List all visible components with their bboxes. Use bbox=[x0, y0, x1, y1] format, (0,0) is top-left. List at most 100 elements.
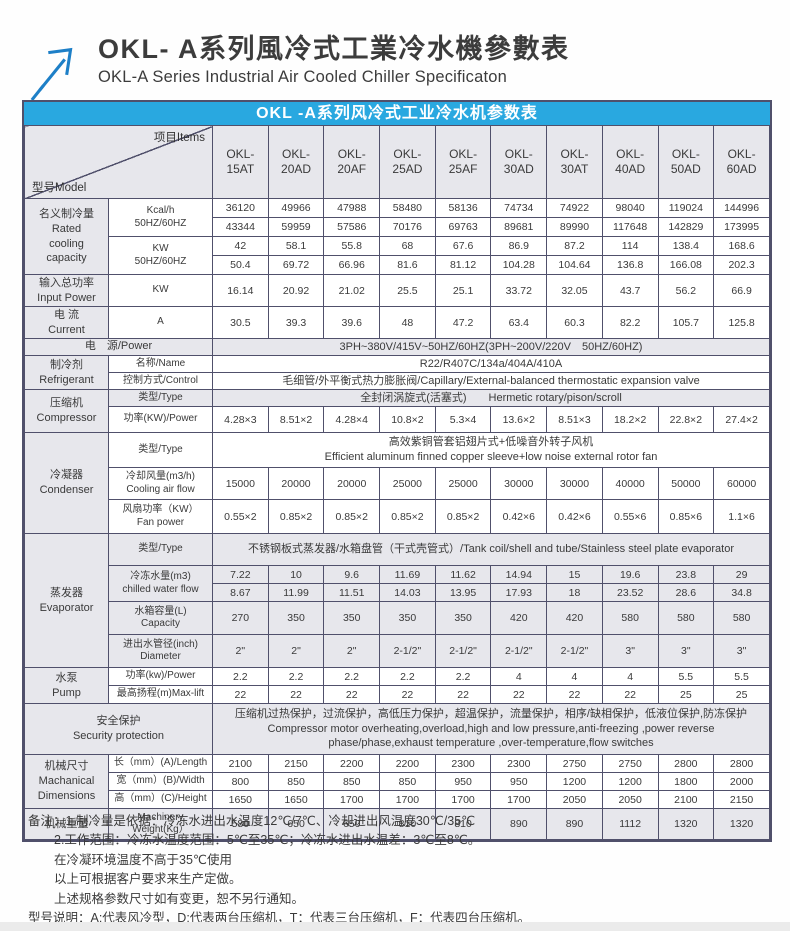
model-header-cell: OKL- 40AD bbox=[601, 125, 659, 199]
value-cell: 2.2 bbox=[379, 667, 436, 686]
item-cell: Machinery Weight(Kg） bbox=[108, 808, 213, 840]
value-cell: 2800 bbox=[657, 754, 715, 773]
page-subtitle: OKL-A Series Industrial Air Cooled Chill… bbox=[98, 68, 508, 87]
value-cell: 28.6 bbox=[657, 583, 715, 602]
merged-value-cell: 不锈钢板式蒸发器/水箱盘管（干式壳管式）/Tank coil/shell and… bbox=[212, 533, 770, 566]
value-cell: 59959 bbox=[267, 217, 325, 237]
value-cell: 2-1/2" bbox=[379, 634, 436, 668]
value-cell: 22 bbox=[379, 685, 436, 704]
value-cell: 1650 bbox=[267, 790, 325, 809]
table-row: 制冷剂 Refrigerant 名称/Name R22/R407C/134a/404… bbox=[24, 355, 770, 390]
value-cell: 0.42×6 bbox=[490, 499, 548, 534]
value-cell: 74734 bbox=[490, 198, 548, 218]
value-cell: 68 bbox=[379, 236, 436, 256]
merged-value-cell: R22/R407C/134a/404A/410A bbox=[212, 355, 770, 373]
value-cell: 21.02 bbox=[323, 274, 381, 307]
value-cell: 1320 bbox=[713, 808, 770, 840]
spec-table-body: 名义制冷量 Rated cooling capacity Kcal/h 50HZ/… bbox=[24, 198, 770, 840]
value-cell: 55.8 bbox=[323, 236, 381, 256]
value-cell: 98040 bbox=[601, 198, 659, 218]
item-cell: 宽（mm）(B)/Width bbox=[108, 772, 213, 791]
merged-value-cell: 压缩机过热保护，过流保护，高低压力保护，超温保护，流量保护，相序/缺相保护，低液… bbox=[212, 703, 770, 755]
value-cell: 2.2 bbox=[212, 667, 269, 686]
table-row: 冷凝器 Condenser 类型/Type 高效紫铜管套铝翅片式+低噪音外转子风机 … bbox=[24, 432, 770, 534]
value-cell: 30000 bbox=[490, 467, 548, 500]
table-row: 机械尺寸 Machanical Dimensions 长（mm）(A)/Lengt… bbox=[24, 754, 770, 809]
value-cell: 81.6 bbox=[379, 255, 436, 275]
item-cell: A bbox=[108, 306, 213, 339]
value-cell: 10.8×2 bbox=[379, 406, 436, 433]
value-cell: 166.08 bbox=[657, 255, 715, 275]
table-row: 水泵 Pump 功率(kw)/Power 2.2 2.2 2.2 2.2 2.2 4 4 4 5.5… bbox=[24, 667, 770, 704]
value-cell: 117648 bbox=[601, 217, 659, 237]
category-cell: 安全保护 Security protection bbox=[24, 703, 213, 755]
value-cell: 16.14 bbox=[212, 274, 269, 307]
value-cell: 125.8 bbox=[713, 306, 770, 339]
category-cell: 机械尺寸 Machanical Dimensions bbox=[24, 754, 109, 809]
value-cell: 7.22 bbox=[212, 565, 269, 584]
value-cell: 0.85×2 bbox=[379, 499, 436, 534]
category-cell: 压缩机 Compressor bbox=[24, 389, 109, 433]
value-cell: 60000 bbox=[713, 467, 770, 500]
value-cell: 104.64 bbox=[546, 255, 603, 275]
category-cell: 电 流 Current bbox=[24, 306, 109, 339]
value-cell: 2" bbox=[323, 634, 381, 668]
note-line: 备注：1.制冷量是依据：冷冻水进出水温度12℃/7℃、冷却进出风温度30℃/35… bbox=[28, 814, 476, 828]
model-header-cell: OKL- 20AD bbox=[267, 125, 325, 199]
value-cell: 810 bbox=[434, 808, 492, 840]
value-cell: 2300 bbox=[434, 754, 492, 773]
value-cell: 4 bbox=[490, 667, 548, 686]
item-cell: 控制方式/Control bbox=[108, 372, 213, 390]
value-cell: 36120 bbox=[212, 198, 269, 218]
value-cell: 67.6 bbox=[434, 236, 492, 256]
value-cell: 2" bbox=[212, 634, 269, 668]
value-cell: 66.9 bbox=[713, 274, 770, 307]
value-cell: 173995 bbox=[713, 217, 770, 237]
value-cell: 3" bbox=[601, 634, 659, 668]
value-cell: 11.69 bbox=[379, 565, 436, 584]
value-cell: 650 bbox=[323, 808, 381, 840]
merged-value-cell: 高效紫铜管套铝翅片式+低噪音外转子风机 Efficient aluminum f… bbox=[212, 432, 770, 468]
value-cell: 18 bbox=[546, 583, 603, 602]
page-bottom-edge bbox=[0, 922, 790, 931]
value-cell: 1320 bbox=[657, 808, 715, 840]
value-cell: 1700 bbox=[379, 790, 436, 809]
value-cell: 57586 bbox=[323, 217, 381, 237]
value-cell: 25.1 bbox=[434, 274, 492, 307]
value-cell: 39.6 bbox=[323, 306, 381, 339]
item-cell: 类型/Type bbox=[108, 389, 213, 407]
value-cell: 20000 bbox=[267, 467, 325, 500]
category-cell: 机械重量 bbox=[24, 808, 109, 840]
value-cell: 1800 bbox=[657, 772, 715, 791]
value-cell: 22.8×2 bbox=[657, 406, 715, 433]
value-cell: 11.99 bbox=[267, 583, 325, 602]
note-line: 型号说明：A:代表风冷型，D:代表两台压缩机，T：代表三台压缩机，F：代表四台压… bbox=[28, 910, 531, 925]
value-cell: 2150 bbox=[713, 790, 770, 809]
value-cell: 69763 bbox=[434, 217, 492, 237]
value-cell: 29 bbox=[713, 565, 770, 584]
corner-cell: 型号Model 项目Items bbox=[24, 125, 213, 199]
value-cell: 2750 bbox=[601, 754, 659, 773]
category-cell: 输入总功率 Input Power bbox=[24, 274, 109, 307]
item-cell: 最高扬程(m)Max-lift bbox=[108, 685, 213, 704]
value-cell: 4.28×4 bbox=[323, 406, 381, 433]
item-cell: KW 50HZ/60HZ bbox=[108, 236, 213, 275]
table-row: 冷却风量(m3/h) Cooling air flow 15000 20000 200… bbox=[25, 467, 770, 500]
value-cell: 2100 bbox=[212, 754, 269, 773]
value-cell: 42 bbox=[212, 236, 269, 256]
value-cell: 0.55×2 bbox=[212, 499, 269, 534]
value-cell: 2050 bbox=[546, 790, 603, 809]
value-cell: 15000 bbox=[212, 467, 269, 500]
table-row: 控制方式/Control 毛细管/外平衡式热力膨胀阀/Capillary/Exte… bbox=[25, 372, 770, 390]
value-cell: 2300 bbox=[490, 754, 548, 773]
value-cell: 890 bbox=[490, 808, 548, 840]
item-cell: 功率(KW)/Power bbox=[108, 406, 213, 433]
value-cell: 30.5 bbox=[212, 306, 269, 339]
corner-items-label: 项目Items bbox=[153, 132, 205, 144]
merged-value-cell: 全封闭涡旋式(活塞式) Hermetic rotary/pison/scroll bbox=[212, 389, 770, 407]
item-cell: 名称/Name bbox=[108, 355, 213, 373]
value-cell: 33.72 bbox=[490, 274, 548, 307]
value-cell: 4 bbox=[546, 667, 603, 686]
item-cell: 功率(kw)/Power bbox=[108, 667, 213, 686]
value-cell: 350 bbox=[267, 601, 325, 635]
